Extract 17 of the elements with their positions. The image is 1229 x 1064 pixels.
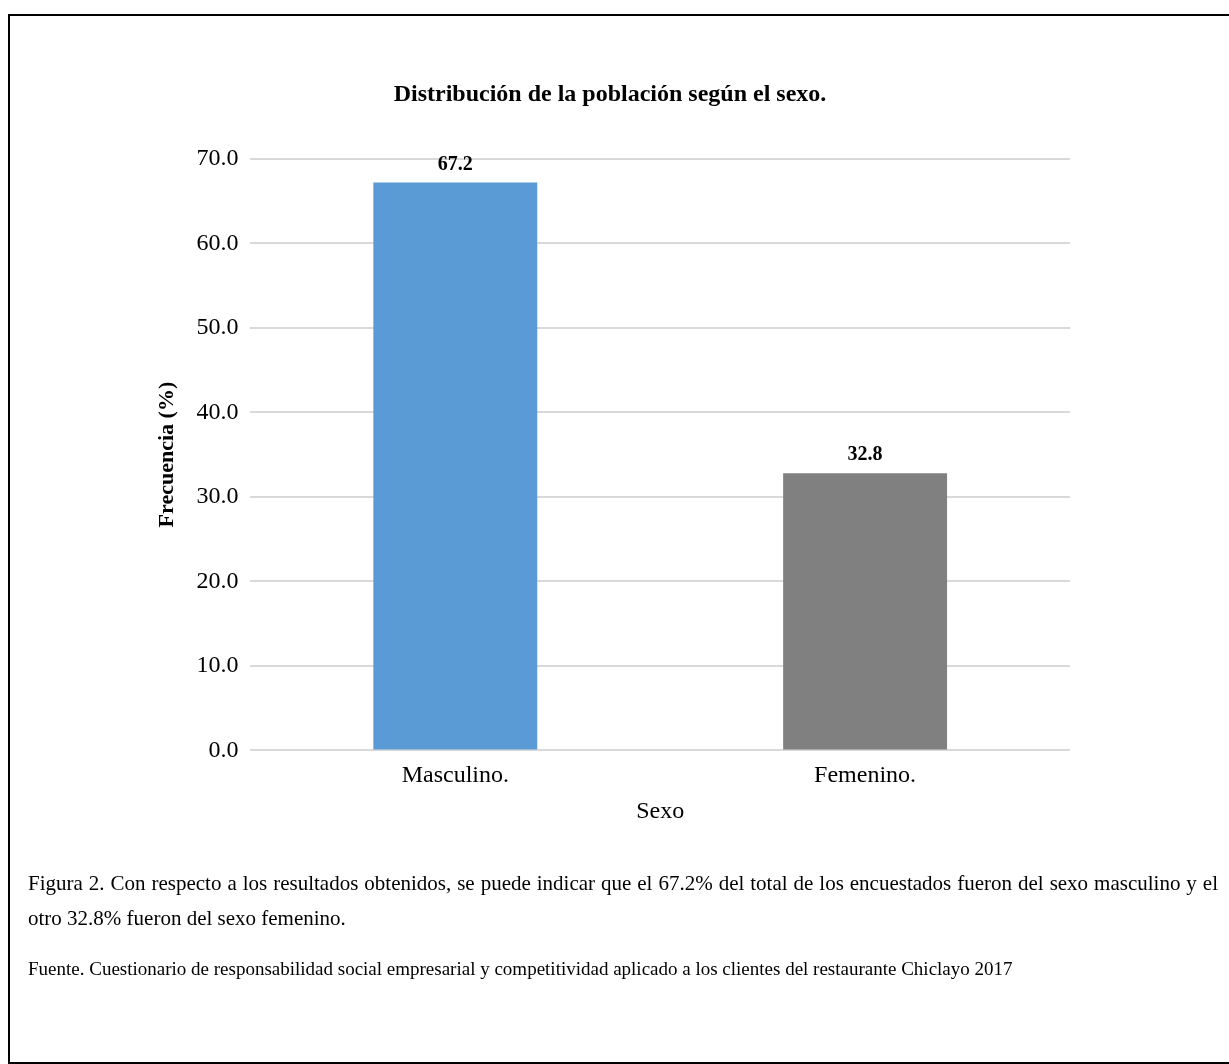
y-tick-label: 10.0 [196, 651, 239, 678]
y-tick-label: 70.0 [196, 144, 239, 171]
text: Figura 2. Con respecto a los resultados obtenidos, se puede indicar que el 67.2% del total de los encuestados fueron del sexo masculino y el otro 32.8% fueron del sexo femenino. [28, 870, 1218, 932]
source-note: Fuente. Cuestionario de responsabilidad social empresarial y competitividad aplicado a los clientes del restaurante Chiclayo 2017 [28, 957, 1014, 982]
data-label: 32.8 [847, 442, 883, 465]
y-tick-label: 0.0 [208, 735, 239, 762]
y-axis-title: Frecuencia (%) [152, 381, 178, 528]
x-tick-label: Masculino. [401, 761, 509, 788]
y-tick-label: 20.0 [196, 566, 239, 593]
y-tick-label: 50.0 [196, 313, 239, 340]
x-tick-label: Femenino. [814, 761, 917, 788]
chart-title: Distribución de la población según el sexo. [393, 79, 827, 106]
y-tick-label: 60.0 [196, 228, 239, 255]
data-label: 67.2 [437, 151, 473, 174]
y-tick-label: 30.0 [196, 482, 239, 509]
x-axis-title: Sexo [636, 796, 685, 823]
y-tick-label: 40.0 [196, 397, 239, 424]
